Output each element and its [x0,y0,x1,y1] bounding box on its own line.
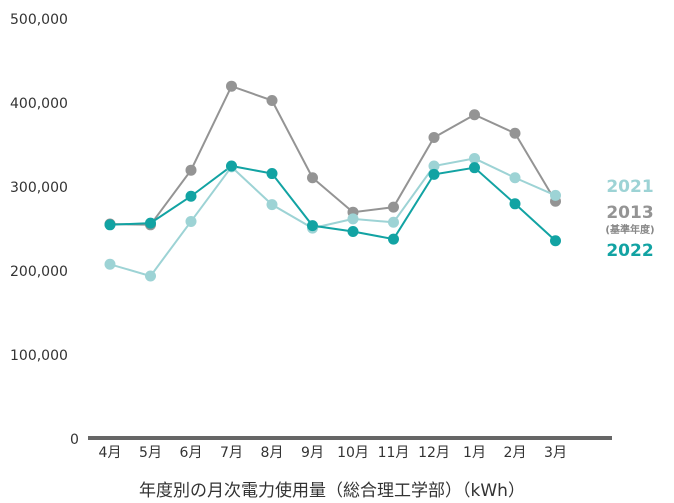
data-point-2021 [348,213,359,224]
data-point-2013 [226,81,237,92]
y-tick-label: 200,000 [10,264,68,280]
data-point-2013 [267,95,278,106]
data-point-2022 [145,218,156,229]
data-point-2013 [510,128,521,139]
y-tick-label: 0 [70,432,79,448]
series-line-2021 [110,158,556,276]
x-tick-label: 1月 [463,445,486,461]
x-tick-label: 8月 [261,445,284,461]
data-point-2021 [105,259,116,270]
x-tick-label: 12月 [418,445,450,461]
data-point-2021 [388,217,399,228]
y-axis: 0 100,000 200,000 300,000 400,000 500,000 [10,12,79,448]
x-tick-label: 3月 [544,445,567,461]
data-point-2021 [267,199,278,210]
data-point-2022 [348,226,359,237]
series-line-2013 [110,86,556,225]
data-point-2013 [307,172,318,183]
data-point-2021 [145,271,156,282]
x-tick-label: 11月 [378,445,410,461]
y-tick-label: 300,000 [10,180,68,196]
x-tick-label: 4月 [99,445,122,461]
x-tick-label: 7月 [220,445,243,461]
y-tick-label: 400,000 [10,96,68,112]
data-point-2022 [469,162,480,173]
legend-2022: 2022 [606,241,653,261]
data-point-2021 [510,172,521,183]
x-axis-line [88,436,612,440]
data-point-2022 [186,191,197,202]
x-axis: 4月 5月 6月 7月 8月 9月 10月 11月 12月 1月 2月 3月 [99,445,567,461]
data-point-2022 [429,169,440,180]
legend-2013: 2013 [606,203,653,223]
data-point-2022 [510,198,521,209]
x-tick-label: 10月 [337,445,369,461]
y-tick-label: 100,000 [10,348,68,364]
series-points [105,81,562,282]
series-line-2022 [110,166,556,241]
data-point-2021 [550,190,561,201]
y-tick-label: 500,000 [10,12,68,28]
x-tick-label: 2月 [504,445,527,461]
series-lines [110,86,556,276]
data-point-2013 [469,109,480,120]
data-point-2021 [186,216,197,227]
chart-caption: 年度別の月次電力使用量（総合理工学部）（kWh） [139,480,525,501]
data-point-2022 [267,168,278,179]
data-point-2013 [186,165,197,176]
data-point-2022 [550,235,561,246]
legend-2013-sublabel: (基準年度) [605,223,654,236]
x-tick-label: 6月 [180,445,203,461]
data-point-2022 [307,220,318,231]
data-point-2022 [226,161,237,172]
x-tick-label: 9月 [301,445,324,461]
data-point-2022 [105,219,116,230]
data-point-2013 [388,202,399,213]
data-point-2022 [388,234,399,245]
data-point-2013 [429,132,440,143]
x-tick-label: 5月 [139,445,162,461]
legend-2021: 2021 [606,177,653,197]
